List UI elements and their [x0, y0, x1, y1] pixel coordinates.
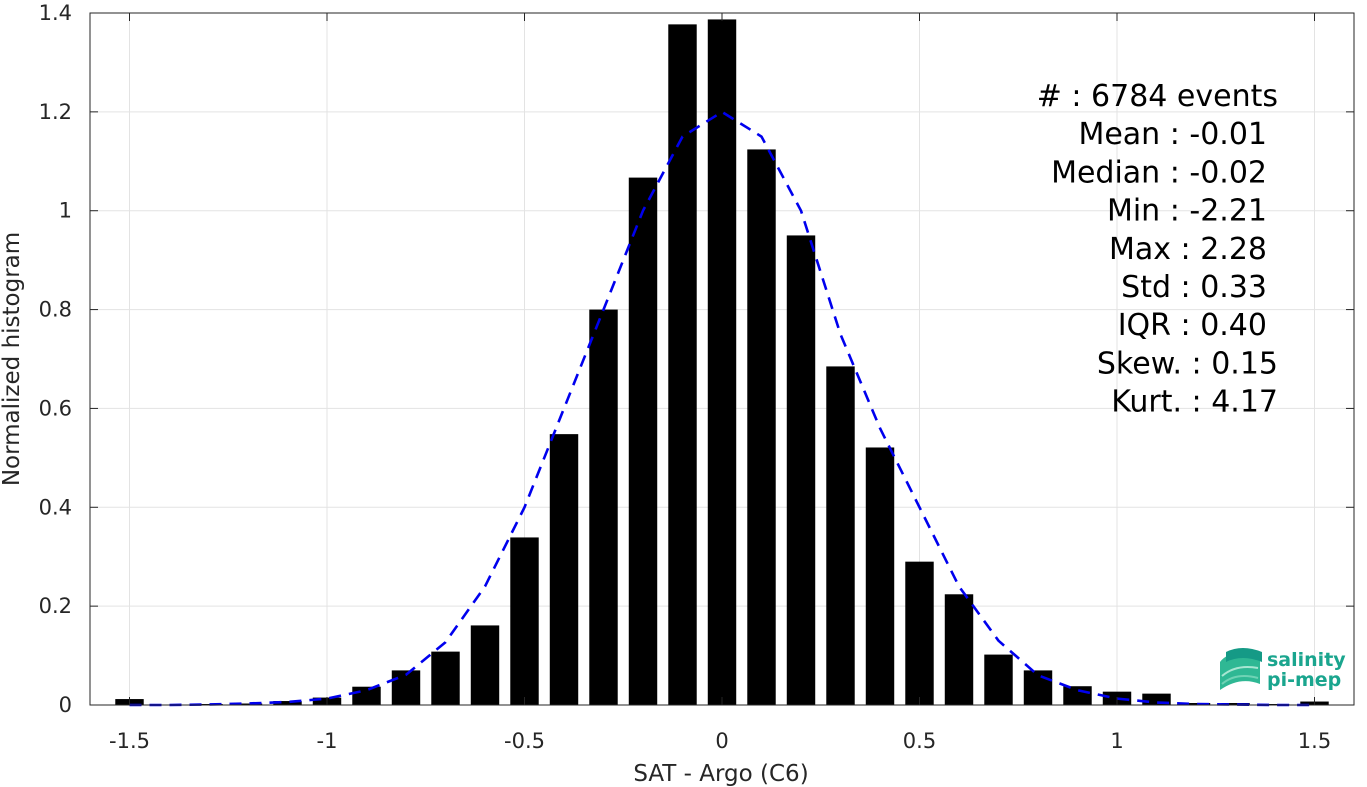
x-tick-label: 0.5	[903, 729, 936, 753]
logo-line2: pi-mep	[1267, 669, 1341, 691]
logo-line1: salinity	[1267, 649, 1346, 671]
histogram-bar	[1063, 686, 1092, 705]
histogram-bar	[1181, 703, 1211, 705]
stats-line: Max : 2.28	[1109, 232, 1267, 267]
logo-wave-icon	[1220, 648, 1262, 690]
histogram-bar	[1023, 670, 1053, 705]
stats-line: Median : -0.02	[1051, 155, 1267, 190]
y-tick-label: 0	[59, 693, 72, 717]
axis-ticks	[90, 12, 1354, 706]
histogram-bar	[549, 434, 579, 705]
histogram-bar	[707, 19, 737, 705]
histogram-bar	[1221, 703, 1250, 705]
y-tick-label: 1.4	[39, 1, 72, 25]
y-tick-label: 1.2	[39, 100, 72, 124]
x-tick-label: -1.5	[109, 729, 150, 753]
stats-line: Std : 0.33	[1121, 270, 1267, 305]
stats-line: # : 6784 events	[1037, 79, 1278, 114]
histogram-bars	[115, 19, 1329, 705]
stats-line: Min : -2.21	[1107, 194, 1267, 229]
x-tick-label: 1	[1110, 729, 1123, 753]
histogram-bar	[273, 701, 302, 705]
y-tick-label: 0.2	[39, 594, 72, 618]
x-tick-label: -1	[317, 729, 338, 753]
histogram-bar	[786, 235, 816, 705]
x-tick-label: 1.5	[1298, 729, 1331, 753]
y-tick-label: 1	[59, 199, 72, 223]
y-tick-labels: 0 0.2 0.4 0.6 0.8 1 1.2 1.4	[39, 1, 72, 717]
histogram-bar	[668, 24, 697, 705]
y-tick-label: 0.4	[39, 495, 72, 519]
histogram-bar	[510, 537, 539, 705]
stats-line: Skew. : 0.15	[1097, 346, 1278, 381]
histogram-bar	[628, 177, 658, 705]
histogram-bar	[944, 594, 974, 705]
histogram-bar	[826, 366, 855, 705]
histogram-bar	[589, 309, 618, 705]
x-tick-label: -0.5	[504, 729, 545, 753]
y-tick-label: 0.8	[39, 298, 72, 322]
stats-line: Kurt. : 4.17	[1111, 385, 1278, 420]
histogram-bar	[431, 651, 460, 705]
histogram-bar	[470, 625, 500, 705]
histogram-bar	[905, 561, 934, 705]
histogram-bar	[865, 447, 895, 705]
histogram-bar	[1142, 693, 1171, 705]
y-axis-title: Normalized histogram	[0, 232, 25, 486]
stats-line: Mean : -0.01	[1078, 117, 1267, 152]
x-tick-labels: -1.5 -1 -0.5 0 0.5 1 1.5	[109, 729, 1331, 753]
histogram-bar	[747, 149, 776, 705]
salinity-pi-mep-logo: salinity pi-mep	[1220, 648, 1346, 691]
x-tick-label: 0	[715, 729, 728, 753]
histogram-bar	[352, 686, 381, 705]
histogram-bar	[233, 703, 263, 705]
y-tick-label: 0.6	[39, 396, 72, 420]
stats-line: IQR : 0.40	[1118, 308, 1267, 343]
histogram-bar	[984, 654, 1013, 705]
histogram-bar	[391, 670, 421, 705]
x-axis-title: SAT - Argo (C6)	[633, 761, 808, 787]
